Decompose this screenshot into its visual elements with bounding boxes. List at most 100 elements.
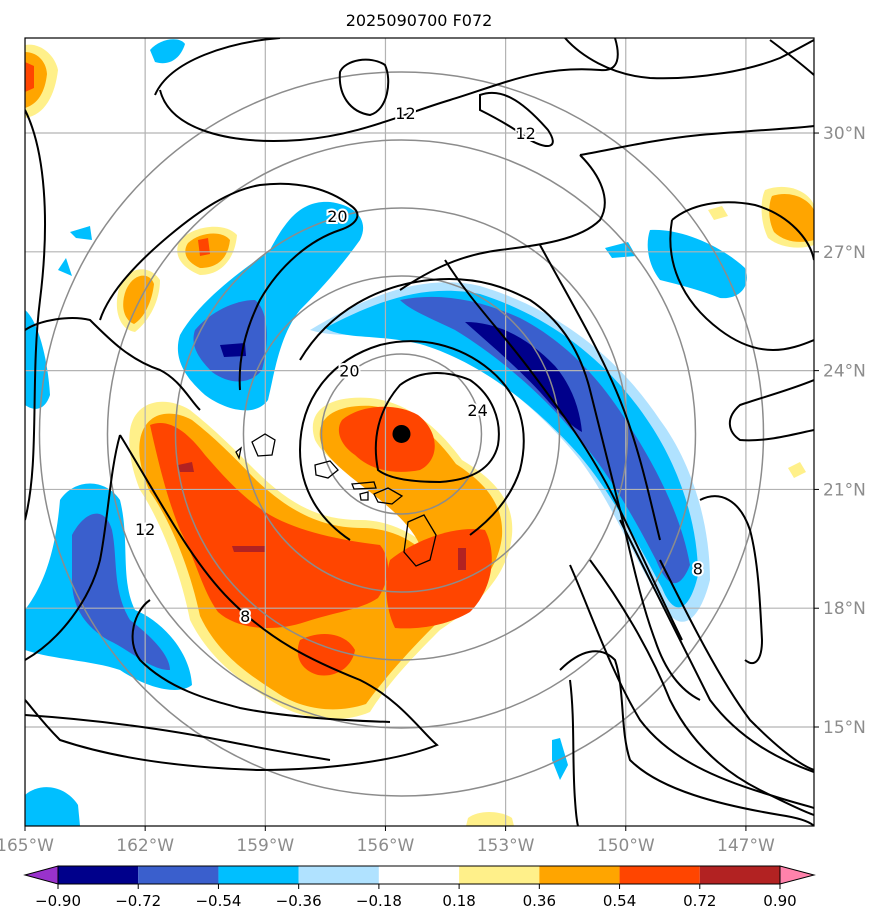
colorbar-segment: [539, 866, 620, 884]
contour-line: [669, 219, 814, 351]
contour-line: [769, 39, 814, 76]
colorbar-tick-label: −0.36: [276, 892, 322, 910]
contour-line: [539, 244, 661, 541]
colorbar-segment: [699, 866, 780, 884]
contour-line: [159, 38, 619, 142]
colorbar-segment: [58, 866, 139, 884]
x-tick-label: 156°W: [357, 836, 415, 856]
map-frame: [24, 37, 815, 827]
contour-line: [589, 559, 814, 816]
contour-line: [374, 372, 500, 484]
colorbar-tick-label: 0.18: [442, 892, 475, 910]
y-tick-label: 15°N: [823, 718, 866, 738]
colorbar-tick-label: −0.54: [195, 892, 241, 910]
negative-band-east-core: [465, 322, 582, 432]
colorbar: −0.90 −0.72 −0.54 −0.36 −0.18 0.18 0.36 0.54 0.7…: [23, 865, 816, 910]
contour-line: [338, 58, 390, 117]
positive-patch-topleft-red: [25, 62, 34, 92]
negative-band-northwest-strong: [193, 300, 267, 382]
negative-band-east: [310, 282, 710, 622]
colorbar-tick-label: −0.72: [115, 892, 161, 910]
island-lanai: [359, 491, 369, 501]
negative-core-northwest: [220, 343, 246, 357]
positive-patch-nw-1-red: [198, 238, 210, 256]
positive-patch-northeast-orange: [769, 193, 814, 242]
island-hawaii: [403, 514, 437, 567]
colorbar-tick-label: −0.90: [35, 892, 81, 910]
contour-line: [131, 599, 391, 723]
x-tick-label: 159°W: [236, 836, 294, 856]
contour-label: 8: [240, 607, 250, 626]
x-tick-label: 147°W: [717, 836, 775, 856]
coastline-layer: [235, 433, 437, 567]
negative-band-east-mid: [325, 290, 698, 608]
contour-line: [569, 564, 814, 809]
positive-patch-small-2: [788, 462, 806, 478]
colorbar-segment: [619, 866, 700, 884]
colorbar-segment: [218, 866, 299, 884]
positive-core-1: [178, 462, 194, 472]
colorbar-segment: [459, 866, 540, 884]
negative-patch-southwest-corner: [25, 787, 80, 826]
contour-line: [25, 109, 46, 521]
contour-line: [25, 317, 201, 411]
contour-line: [25, 434, 121, 661]
y-tick-label: 27°N: [823, 243, 866, 263]
contour-line: [699, 495, 764, 665]
contour-line: [564, 38, 814, 80]
colorbar-segment: [298, 866, 379, 884]
negative-patch-northeast: [647, 229, 748, 299]
x-tick-label: 153°W: [477, 836, 535, 856]
negative-band-east-strong: [400, 296, 690, 584]
map-plot-area: 12 12 20 20 24 12 8 8: [25, 38, 814, 826]
contour-line: [569, 679, 579, 826]
contour-label: 8: [693, 560, 703, 579]
island-molokai: [351, 481, 377, 490]
colorbar-frame: [57, 865, 781, 885]
contour-line: [154, 38, 281, 96]
range-ring: [320, 353, 483, 515]
colorbar-tick-label: 0.54: [603, 892, 636, 910]
contour-line: [559, 650, 814, 826]
contour-label: 24: [467, 401, 487, 420]
positive-region-red-core: [338, 406, 435, 472]
contour-line: [25, 714, 331, 761]
contour-label: 20: [327, 207, 347, 226]
contour-layer: [25, 38, 814, 826]
x-tick-label: 162°W: [116, 836, 174, 856]
contour-line: [444, 259, 683, 641]
positive-core-2: [232, 546, 265, 552]
contour-line: [671, 201, 814, 261]
negative-patch-small-2: [58, 258, 72, 276]
x-tick-label: 150°W: [597, 836, 655, 856]
colorbar-extend-min: [23, 865, 59, 885]
contour-label: 20: [339, 362, 359, 381]
x-axis: 165°W 162°W 159°W 156°W 153°W 150°W 147°W: [0, 826, 775, 856]
range-ring: [38, 71, 765, 797]
contour-line: [298, 340, 525, 541]
positive-patch-small-1: [708, 206, 728, 220]
shading-layer: [25, 39, 814, 826]
y-tick-label: 18°N: [823, 599, 866, 619]
y-tick-label: 30°N: [823, 124, 866, 144]
contour-line: [479, 91, 554, 147]
y-tick-label: 21°N: [823, 480, 866, 500]
contour-line: [619, 519, 814, 773]
colorbar-segment: [378, 866, 460, 884]
colorbar-extend-max: [779, 865, 816, 885]
range-rings: [38, 71, 765, 797]
chart-title: 2025090700 F072: [346, 11, 493, 30]
contour-label: 12: [515, 124, 535, 143]
colorbar-tick-label: −0.18: [356, 892, 402, 910]
island-niihau: [235, 446, 242, 460]
y-axis: 15°N 18°N 21°N 24°N 27°N 30°N: [814, 124, 866, 738]
y-tick-label: 24°N: [823, 362, 866, 382]
negative-patch-westedge: [25, 310, 50, 409]
positive-patch-south: [466, 812, 514, 826]
contour-labels: 12 12 20 20 24 12 8 8: [133, 102, 705, 628]
range-ring: [106, 139, 697, 729]
negative-patch-small-1: [70, 226, 92, 240]
island-maui: [373, 487, 404, 505]
colorbar-tick-label: 0.36: [523, 892, 556, 910]
